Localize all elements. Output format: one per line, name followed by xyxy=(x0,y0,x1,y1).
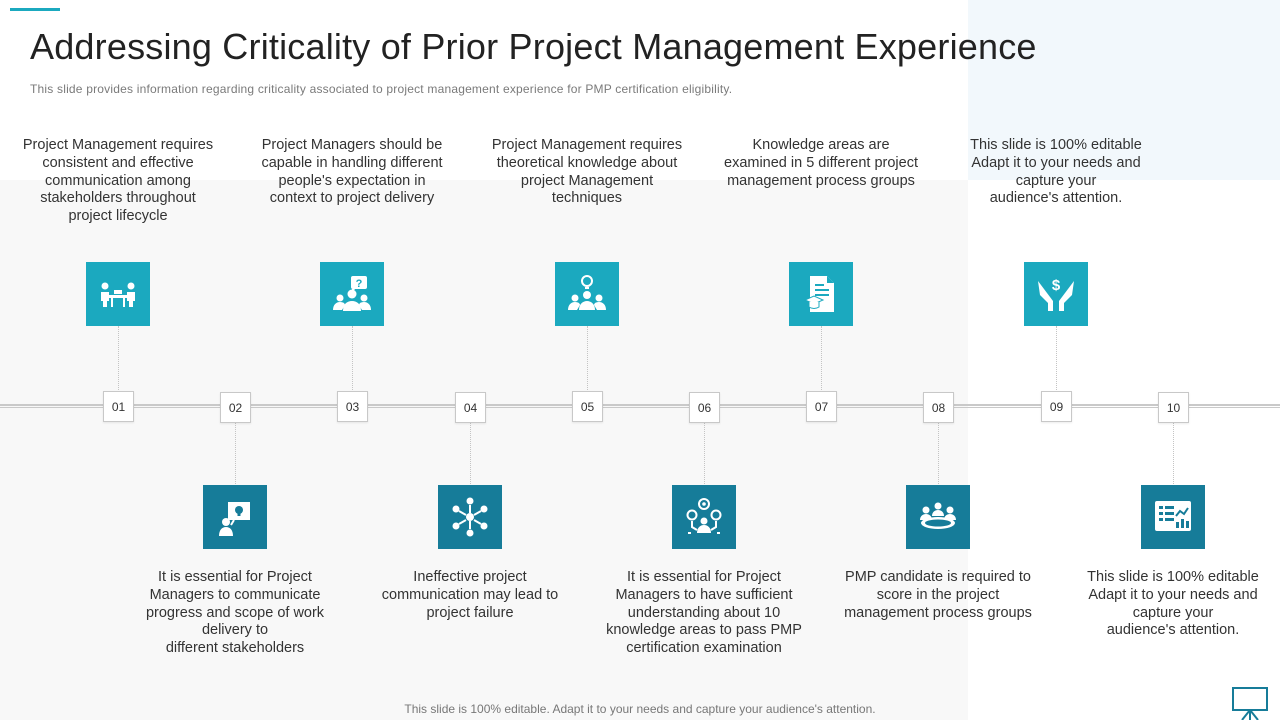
step-description-01: Project Management requires consistent a… xyxy=(22,137,214,225)
step-number-05: 05 xyxy=(572,391,603,422)
hands-dollar-icon: $ xyxy=(1024,262,1088,326)
title-accent-bar xyxy=(10,8,60,11)
step-number-10: 10 xyxy=(1158,392,1189,423)
step-number-06: 06 xyxy=(689,392,720,423)
step-number-02: 02 xyxy=(220,392,251,423)
step-connector xyxy=(1173,422,1174,484)
step-connector xyxy=(938,422,939,484)
step-connector xyxy=(1056,326,1057,392)
step-connector xyxy=(470,422,471,484)
presentation-board-icon xyxy=(1232,687,1268,720)
timeline-line xyxy=(0,404,1280,408)
step-connector xyxy=(352,326,353,392)
step-description-10: This slide is 100% editable Adapt it to … xyxy=(1087,569,1259,639)
svg-text:?: ? xyxy=(356,278,363,290)
background-panel-right xyxy=(968,0,1280,180)
presentation-idea-icon xyxy=(203,485,267,549)
step-connector xyxy=(118,326,119,392)
step-number-08: 08 xyxy=(923,392,954,423)
step-number-04: 04 xyxy=(455,392,486,423)
step-description-04: Ineffective project communication may le… xyxy=(381,569,559,621)
step-number-07: 07 xyxy=(806,391,837,422)
step-description-08: PMP candidate is required to score in th… xyxy=(844,569,1032,621)
slide-subtitle: This slide provides information regardin… xyxy=(30,82,733,96)
step-connector xyxy=(235,422,236,484)
footer-note: This slide is 100% editable. Adapt it to… xyxy=(404,702,876,716)
gears-team-icon xyxy=(672,485,736,549)
meeting-table-icon xyxy=(86,262,150,326)
step-connector xyxy=(587,326,588,392)
step-description-07: Knowledge areas are examined in 5 differ… xyxy=(724,137,918,189)
step-connector xyxy=(821,326,822,392)
step-number-09: 09 xyxy=(1041,391,1072,422)
step-number-03: 03 xyxy=(337,391,368,422)
certificate-document-icon xyxy=(789,262,853,326)
step-description-05: Project Management requires theoretical … xyxy=(491,137,683,207)
step-connector xyxy=(704,422,705,484)
dashboard-chart-icon xyxy=(1141,485,1205,549)
step-description-09: This slide is 100% editable Adapt it to … xyxy=(970,137,1142,207)
step-number-01: 01 xyxy=(103,391,134,422)
step-description-06: It is essential for Project Managers to … xyxy=(606,569,802,657)
team-question-icon: ? xyxy=(320,262,384,326)
network-hub-icon xyxy=(438,485,502,549)
step-description-02: It is essential for Project Managers to … xyxy=(145,569,325,657)
slide-title: Addressing Criticality of Prior Project … xyxy=(30,26,1037,67)
svg-text:$: $ xyxy=(1052,277,1061,294)
group-meeting-icon xyxy=(906,485,970,549)
step-description-03: Project Managers should be capable in ha… xyxy=(261,137,443,207)
team-idea-icon xyxy=(555,262,619,326)
